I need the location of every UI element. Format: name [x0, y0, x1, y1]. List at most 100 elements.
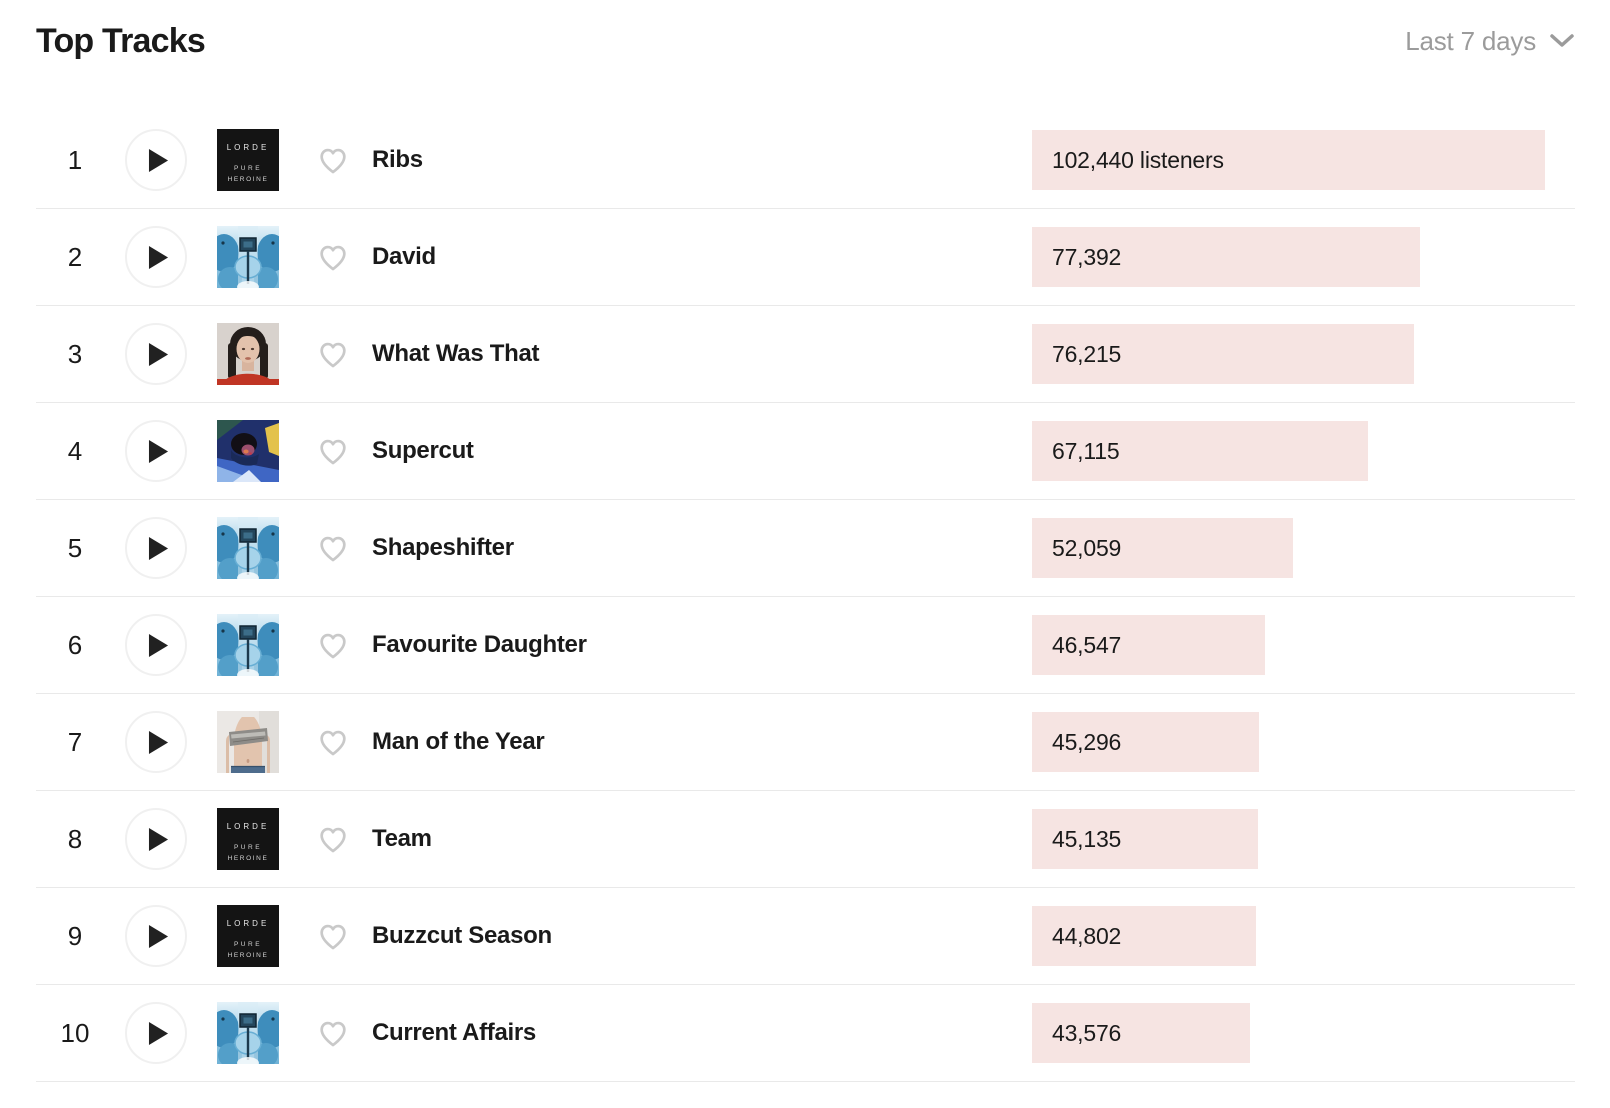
album-art-virgin[interactable] [217, 517, 279, 579]
track-title[interactable]: Shapeshifter [372, 534, 514, 561]
virgin-album-art-image [217, 517, 279, 579]
listeners-bar-column: 43,576 [1032, 1003, 1575, 1063]
track-row: 2 Davi [36, 209, 1575, 306]
play-icon [148, 148, 169, 172]
play-icon [148, 536, 169, 560]
love-track-button[interactable] [316, 725, 350, 759]
track-rank: 5 [67, 532, 83, 563]
listeners-bar: 76,215 [1032, 324, 1414, 384]
pure-heroine-album-art-image: LORDE PURE HEROINE [217, 905, 279, 967]
heart-icon [320, 245, 346, 271]
listeners-bar: 43,576 [1032, 1003, 1251, 1063]
page-title: Top Tracks [36, 21, 206, 60]
play-icon [148, 342, 169, 366]
love-track-button[interactable] [316, 919, 350, 953]
what-was-that-album-art-image [217, 323, 279, 385]
play-icon [148, 730, 169, 754]
track-row: 1 LORDE PURE HEROINE Ribs 102,440 listen… [36, 112, 1575, 209]
heart-icon [320, 1021, 346, 1047]
track-title[interactable]: Man of the Year [372, 728, 545, 755]
listeners-bar-column: 77,392 [1032, 227, 1575, 287]
track-title[interactable]: What Was That [372, 340, 540, 367]
love-track-button[interactable] [316, 434, 350, 468]
listeners-bar-column: 67,115 [1032, 421, 1575, 481]
listeners-bar-column: 46,547 [1032, 615, 1575, 675]
love-track-button[interactable] [316, 143, 350, 177]
pure-heroine-album-art-image: LORDE PURE HEROINE [217, 808, 279, 870]
album-art-man-of-the-year[interactable] [217, 711, 279, 773]
virgin-album-art-image [217, 1002, 279, 1064]
play-button[interactable] [125, 614, 187, 676]
album-art-pure-heroine[interactable]: LORDE PURE HEROINE [217, 905, 279, 967]
svg-text:HEROINE: HEROINE [228, 952, 269, 959]
play-button[interactable] [125, 226, 187, 288]
svg-text:HEROINE: HEROINE [228, 855, 269, 862]
listeners-count: 45,135 [1052, 825, 1122, 852]
album-art-pure-heroine[interactable]: LORDE PURE HEROINE [217, 808, 279, 870]
play-button[interactable] [125, 420, 187, 482]
album-art-virgin[interactable] [217, 226, 279, 288]
track-title[interactable]: Buzzcut Season [372, 922, 552, 949]
pure-heroine-album-art-image: LORDE PURE HEROINE [217, 129, 279, 191]
heart-icon [320, 924, 346, 950]
album-art-pure-heroine[interactable]: LORDE PURE HEROINE [217, 129, 279, 191]
love-track-button[interactable] [316, 628, 350, 662]
play-button[interactable] [125, 323, 187, 385]
play-button[interactable] [125, 905, 187, 967]
play-icon [148, 245, 169, 269]
listeners-count: 43,576 [1052, 1019, 1122, 1046]
listeners-bar: 46,547 [1032, 615, 1266, 675]
period-selector[interactable]: Last 7 days [1405, 26, 1575, 57]
heart-icon [320, 827, 346, 853]
svg-text:PURE: PURE [234, 165, 262, 172]
track-row: 10 Cur [36, 985, 1575, 1082]
album-art-what-was-that[interactable] [217, 323, 279, 385]
track-title[interactable]: Current Affairs [372, 1019, 536, 1046]
heart-icon [320, 342, 346, 368]
track-list: 1 LORDE PURE HEROINE Ribs 102,440 listen… [36, 112, 1575, 1082]
track-rank: 7 [67, 726, 83, 757]
track-row: 9 LORDE PURE HEROINE Buzzcut Season 44,8… [36, 888, 1575, 985]
track-title[interactable]: Ribs [372, 146, 423, 173]
love-track-button[interactable] [316, 1016, 350, 1050]
svg-text:LORDE: LORDE [227, 143, 270, 152]
track-rank: 10 [60, 1017, 90, 1048]
track-row: 6 Favo [36, 597, 1575, 694]
heart-icon [320, 536, 346, 562]
track-title[interactable]: Supercut [372, 437, 474, 464]
listeners-bar-column: 45,296 [1032, 712, 1575, 772]
love-track-button[interactable] [316, 531, 350, 565]
track-row: 8 LORDE PURE HEROINE Team 45,135 [36, 791, 1575, 888]
track-rank: 6 [67, 629, 83, 660]
chevron-down-icon [1550, 34, 1574, 47]
track-title[interactable]: Favourite Daughter [372, 631, 587, 658]
heart-icon [320, 439, 346, 465]
listeners-count: 102,440 listeners [1052, 146, 1224, 173]
love-track-button[interactable] [316, 240, 350, 274]
play-button[interactable] [125, 129, 187, 191]
svg-text:LORDE: LORDE [227, 919, 270, 928]
listeners-count: 44,802 [1052, 922, 1122, 949]
album-art-melodrama[interactable] [217, 420, 279, 482]
play-button[interactable] [125, 1002, 187, 1064]
play-icon [148, 633, 169, 657]
album-art-virgin[interactable] [217, 614, 279, 676]
listeners-count: 76,215 [1052, 340, 1122, 367]
listeners-bar: 45,135 [1032, 809, 1259, 869]
play-icon [148, 924, 169, 948]
play-button[interactable] [125, 711, 187, 773]
track-title[interactable]: David [372, 243, 436, 270]
track-title[interactable]: Team [372, 825, 432, 852]
play-icon [148, 827, 169, 851]
play-button[interactable] [125, 517, 187, 579]
track-rank: 8 [67, 823, 83, 854]
play-button[interactable] [125, 808, 187, 870]
track-rank: 4 [67, 435, 83, 466]
virgin-album-art-image [217, 226, 279, 288]
listeners-bar: 102,440 listeners [1032, 130, 1546, 190]
love-track-button[interactable] [316, 337, 350, 371]
love-track-button[interactable] [316, 822, 350, 856]
album-art-virgin[interactable] [217, 1002, 279, 1064]
virgin-album-art-image [217, 614, 279, 676]
